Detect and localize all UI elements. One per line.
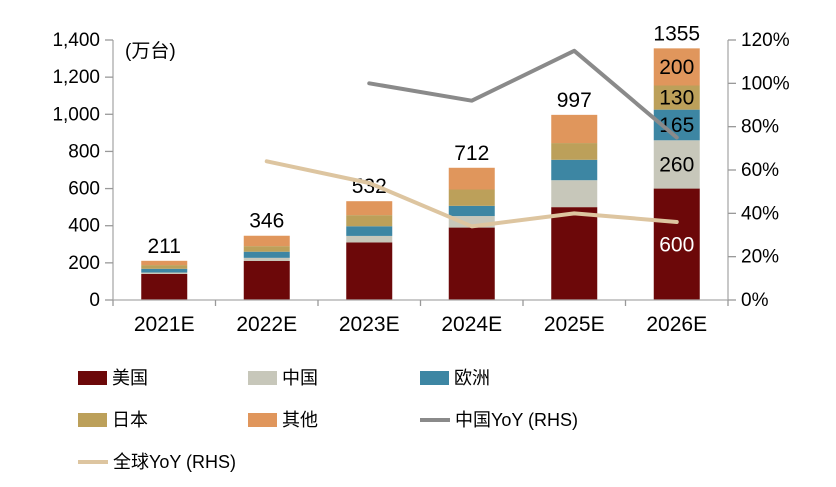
last-bar-segment-label-us: 600 [659,233,694,256]
bar-segment-japan-2026E [653,85,700,110]
bar-segment-other-2023E [346,201,393,216]
right-axis-tick-label: 100% [741,73,790,94]
legend-item-europe: 欧洲 [420,368,490,388]
x-axis-category-label: 2025E [544,313,605,336]
bar-segment-us-2022E [243,261,290,300]
bar-segment-china-2023E [346,235,393,243]
legend-item-global-yoy: 全球YoY (RHS) [78,452,236,472]
bar-segment-china-2024E [448,216,495,228]
left-axis-tick-label: 0 [89,290,100,311]
legend-swatch-other-icon [248,413,277,427]
bar-segment-europe-2023E [346,226,393,236]
left-axis-tick-label: 1,200 [52,67,100,88]
legend-label-europe: 欧洲 [454,368,490,388]
bar-segment-japan-2025E [551,143,598,160]
bar-total-label: 1355 [653,22,700,45]
left-axis-tick-label: 1,400 [52,30,100,51]
bar-total-label: 211 [148,235,181,258]
bar-segment-us-2026E [653,188,700,300]
left-axis-tick-label: 800 [68,141,100,162]
bar-segment-other-2026E [653,48,700,86]
stacked-bar-chart-plot: 0 200 400 600 800 1,000 1,200 1,400 0% 20% 40% 60% 8… [52,22,790,336]
bar-total-label: 997 [557,89,592,112]
bar-segment-china-2021E [141,272,188,274]
legend-line-china-yoy-icon [420,418,450,422]
right-axis-tick-label: 0% [741,290,769,311]
x-axis-category-label: 2024E [441,313,502,336]
bar-segment-europe-2025E [551,159,598,181]
bar-segment-europe-2021E [141,268,188,273]
legend-line-global-yoy-icon [78,460,108,464]
bar-segment-us-2025E [551,207,598,300]
bar-segment-europe-2024E [448,205,495,217]
bar-total-label: 346 [249,210,284,233]
bar-total-label: 712 [454,142,489,165]
right-axis-tick-label: 120% [741,30,790,51]
bar-segment-china-2022E [243,257,290,261]
bar-segment-us-2024E [448,227,495,300]
legend-swatch-japan-icon [78,413,107,427]
bar-segment-china-2025E [551,180,598,208]
last-bar-segment-label-other: 200 [659,56,694,79]
bar-segment-other-2024E [448,167,495,190]
left-axis-tick-label: 200 [68,253,100,274]
bar-segment-other-2021E [141,260,188,266]
bar-segment-europe-2022E [243,251,290,258]
legend-swatch-europe-icon [420,371,449,385]
bar-segment-japan-2024E [448,189,495,206]
bar-segment-japan-2023E [346,215,393,227]
last-bar-segment-label-china: 260 [659,153,694,176]
bar-segment-us-2021E [141,274,188,300]
bar-segment-other-2025E [551,114,598,144]
left-axis-tick-label: 600 [68,179,100,200]
axis-unit-label: (万台) [125,40,176,62]
legend-label-china: 中国 [282,368,318,388]
legend-swatch-us-icon [78,371,107,385]
left-axis-tick-label: 1,000 [52,104,100,125]
x-axis-category-label: 2022E [236,313,297,336]
last-bar-segment-label-japan: 130 [659,87,694,110]
bar-segment-other-2022E [243,235,290,247]
right-axis-tick-label: 60% [741,160,779,181]
legend-label-global-yoy: 全球YoY (RHS) [113,452,237,472]
legend-item-other: 其他 [248,410,318,430]
left-axis-tick-label: 400 [68,216,100,237]
legend-item-china: 中国 [248,368,318,388]
legend-item-china-yoy: 中国YoY (RHS) [420,410,578,430]
legend-label-other: 其他 [282,410,318,430]
bar-segment-japan-2021E [141,265,188,269]
legend-item-us: 美国 [78,368,148,388]
legend-item-japan: 日本 [78,410,148,430]
bar-segment-us-2023E [346,242,393,300]
right-axis-tick-label: 80% [741,117,779,138]
bar-segment-china-2026E [653,140,700,189]
bar-segment-japan-2022E [243,246,290,252]
right-axis-tick-label: 20% [741,247,779,268]
legend-label-china-yoy: 中国YoY (RHS) [455,410,579,430]
legend-label-japan: 日本 [112,410,148,430]
legend-label-us: 美国 [112,368,148,388]
x-axis-category-label: 2023E [339,313,400,336]
right-axis-tick-label: 40% [741,203,779,224]
x-axis-category-label: 2026E [646,313,707,336]
legend-swatch-china-icon [248,371,277,385]
yoy-line-china-yoy [367,48,679,140]
yoy-line-global-yoy [264,159,679,229]
x-axis-category-label: 2021E [134,313,195,336]
